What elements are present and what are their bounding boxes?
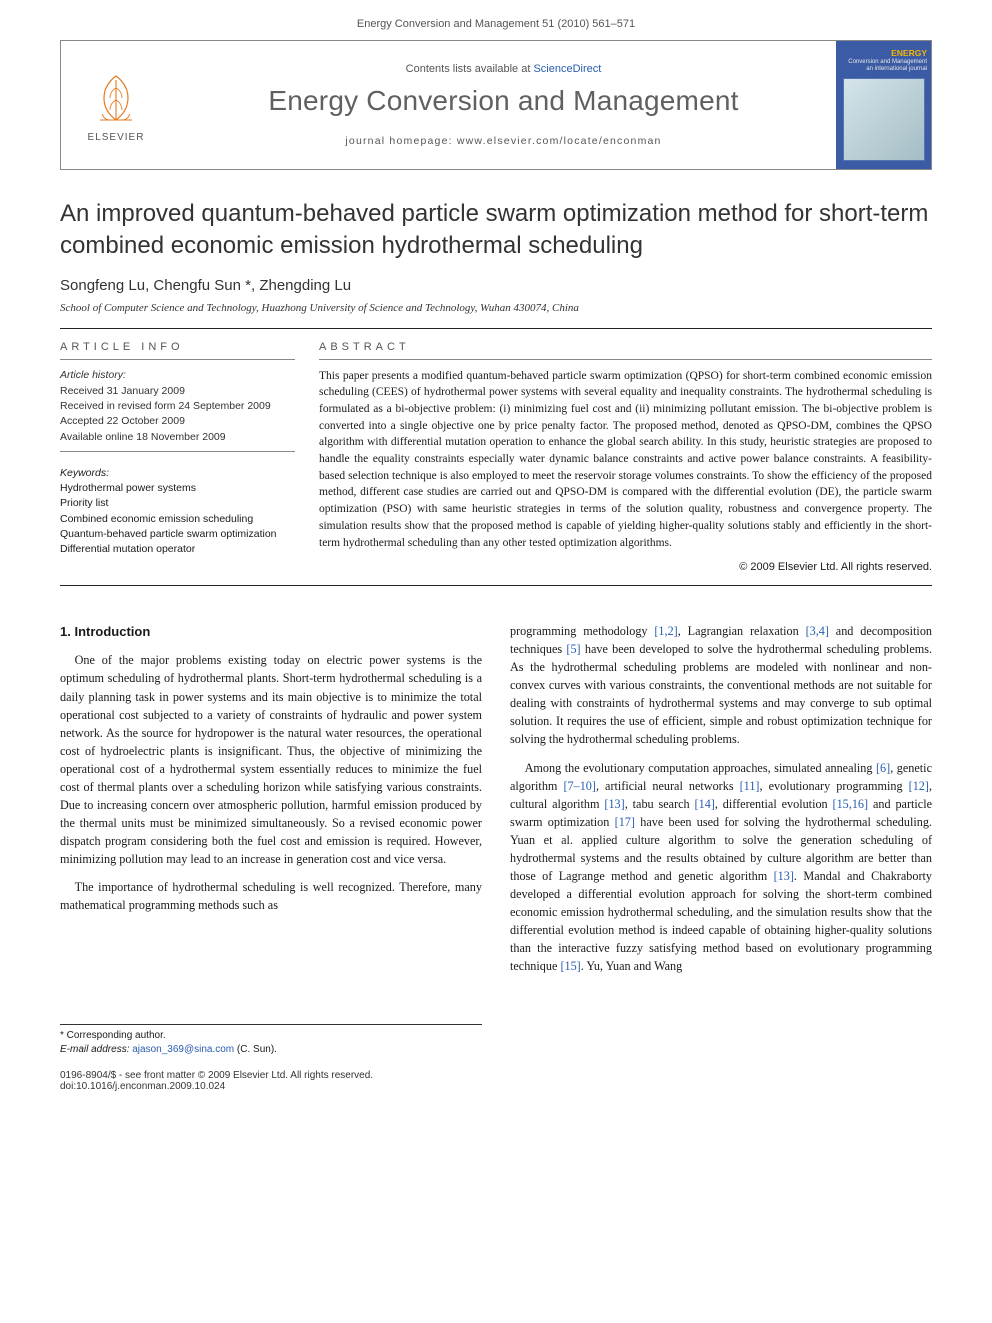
divider bbox=[60, 585, 932, 586]
body-column-left: 1. Introduction One of the major problem… bbox=[60, 622, 482, 1056]
cover-subtitle-1: Conversion and Management bbox=[840, 59, 927, 65]
divider bbox=[60, 451, 295, 452]
text-run: , artificial neural networks bbox=[596, 779, 740, 793]
text-run: , differential evolution bbox=[715, 797, 833, 811]
email-label: E-mail address: bbox=[60, 1044, 129, 1055]
page-footer: 0196-8904/$ - see front matter © 2009 El… bbox=[60, 1070, 932, 1092]
keyword: Quantum-behaved particle swarm optimizat… bbox=[60, 527, 295, 542]
contents-line: Contents lists available at ScienceDirec… bbox=[406, 63, 602, 75]
email-link[interactable]: ajason_369@sina.com bbox=[132, 1044, 234, 1055]
article-info-column: ARTICLE INFO Article history: Received 3… bbox=[60, 341, 295, 573]
keywords-header: Keywords: bbox=[60, 466, 295, 481]
journal-center: Contents lists available at ScienceDirec… bbox=[171, 41, 836, 169]
text-run: Among the evolutionary computation appro… bbox=[525, 761, 876, 775]
body-columns: 1. Introduction One of the major problem… bbox=[60, 622, 932, 1056]
article-history: Article history: Received 31 January 200… bbox=[60, 368, 295, 445]
ref-link[interactable]: [6] bbox=[876, 761, 890, 775]
publisher-block: ELSEVIER bbox=[61, 41, 171, 169]
divider bbox=[319, 359, 932, 360]
ref-link[interactable]: [14] bbox=[695, 797, 715, 811]
body-column-right: programming methodology [1,2], Lagrangia… bbox=[510, 622, 932, 1056]
ref-link[interactable]: [12] bbox=[909, 779, 929, 793]
ref-link[interactable]: [11] bbox=[740, 779, 760, 793]
elsevier-tree-icon bbox=[86, 68, 146, 128]
abstract-label: ABSTRACT bbox=[319, 341, 932, 353]
journal-name: Energy Conversion and Management bbox=[268, 85, 738, 117]
ref-link[interactable]: [17] bbox=[615, 815, 635, 829]
text-run: have been developed to solve the hydroth… bbox=[510, 642, 932, 746]
footnote-rule bbox=[60, 1024, 482, 1025]
article-title: An improved quantum-behaved particle swa… bbox=[60, 198, 932, 263]
text-run: programming methodology bbox=[510, 624, 654, 638]
corresponding-author: * Corresponding author. bbox=[60, 1029, 482, 1043]
journal-cover: ENERGY Conversion and Management an inte… bbox=[836, 41, 931, 169]
footer-front-matter: 0196-8904/$ - see front matter © 2009 El… bbox=[60, 1070, 932, 1081]
history-accepted: Accepted 22 October 2009 bbox=[60, 414, 295, 429]
text-run: . Mandal and Chakraborty developed a dif… bbox=[510, 869, 932, 973]
abstract-column: ABSTRACT This paper presents a modified … bbox=[319, 341, 932, 573]
abstract-text: This paper presents a modified quantum-b… bbox=[319, 368, 932, 551]
divider bbox=[60, 359, 295, 360]
contents-label: Contents lists available at bbox=[406, 63, 531, 75]
text-run: , tabu search bbox=[625, 797, 695, 811]
affiliation: School of Computer Science and Technolog… bbox=[60, 302, 932, 314]
text-run: , evolutionary programming bbox=[759, 779, 908, 793]
cover-image bbox=[843, 78, 925, 161]
keyword: Differential mutation operator bbox=[60, 542, 295, 557]
keyword: Hydrothermal power systems bbox=[60, 481, 295, 496]
ref-link[interactable]: [15,16] bbox=[833, 797, 869, 811]
email-attribution: (C. Sun). bbox=[234, 1044, 277, 1055]
text-run: . Yu, Yuan and Wang bbox=[581, 959, 682, 973]
email-line: E-mail address: ajason_369@sina.com (C. … bbox=[60, 1043, 482, 1057]
ref-link[interactable]: [3,4] bbox=[806, 624, 829, 638]
ref-link[interactable]: [7–10] bbox=[563, 779, 596, 793]
history-online: Available online 18 November 2009 bbox=[60, 430, 295, 445]
publisher-name: ELSEVIER bbox=[88, 132, 145, 143]
keyword: Priority list bbox=[60, 496, 295, 511]
keywords-block: Keywords: Hydrothermal power systems Pri… bbox=[60, 466, 295, 557]
paragraph: Among the evolutionary computation appro… bbox=[510, 759, 932, 976]
text-run: , Lagrangian relaxation bbox=[678, 624, 806, 638]
ref-link[interactable]: [13] bbox=[604, 797, 624, 811]
sciencedirect-link[interactable]: ScienceDirect bbox=[533, 63, 601, 75]
paragraph: One of the major problems existing today… bbox=[60, 651, 482, 868]
cover-title: ENERGY bbox=[840, 49, 927, 58]
keyword: Combined economic emission scheduling bbox=[60, 512, 295, 527]
section-heading: 1. Introduction bbox=[60, 622, 482, 641]
journal-masthead: ELSEVIER Contents lists available at Sci… bbox=[60, 40, 932, 170]
abstract-copyright: © 2009 Elsevier Ltd. All rights reserved… bbox=[319, 561, 932, 573]
paragraph: The importance of hydrothermal schedulin… bbox=[60, 878, 482, 914]
ref-link[interactable]: [1,2] bbox=[654, 624, 677, 638]
ref-link[interactable]: [5] bbox=[566, 642, 580, 656]
ref-link[interactable]: [13] bbox=[774, 869, 794, 883]
paragraph: programming methodology [1,2], Lagrangia… bbox=[510, 622, 932, 748]
authors: Songfeng Lu, Chengfu Sun *, Zhengding Lu bbox=[60, 277, 932, 294]
history-received: Received 31 January 2009 bbox=[60, 384, 295, 399]
footnotes: * Corresponding author. E-mail address: … bbox=[60, 1024, 482, 1056]
footer-doi: doi:10.1016/j.enconman.2009.10.024 bbox=[60, 1081, 932, 1092]
ref-link[interactable]: [15] bbox=[560, 959, 580, 973]
cover-subtitle-2: an international journal bbox=[840, 66, 927, 72]
history-revised: Received in revised form 24 September 20… bbox=[60, 399, 295, 414]
journal-homepage: journal homepage: www.elsevier.com/locat… bbox=[345, 135, 661, 147]
page-header-citation: Energy Conversion and Management 51 (201… bbox=[0, 0, 992, 40]
article-info-label: ARTICLE INFO bbox=[60, 341, 295, 353]
divider bbox=[60, 328, 932, 329]
history-header: Article history: bbox=[60, 368, 295, 383]
